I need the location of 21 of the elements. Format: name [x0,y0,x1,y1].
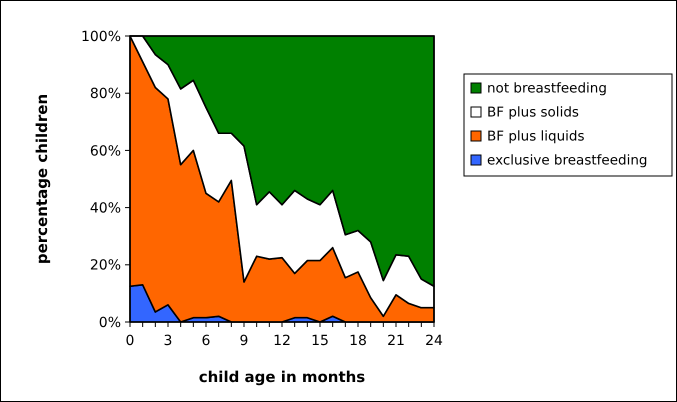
x-tick-label: 12 [273,333,291,349]
legend-label: BF plus solids [487,104,579,121]
x-axis-title: child age in months [198,368,366,386]
y-tick-label: 60% [90,143,121,160]
x-tick-label: 15 [311,333,329,349]
x-tick-label: 24 [425,333,443,349]
legend-label: not breastfeeding [487,80,607,97]
x-tick-label: 21 [387,333,405,349]
y-tick-label: 0% [98,314,121,331]
x-tick-label: 0 [126,333,134,349]
y-tick-label: 100% [80,28,121,45]
y-tick-label: 40% [90,200,121,216]
x-tick-label: 3 [164,333,172,349]
x-tick-label: 9 [240,333,248,349]
y-tick-label: 80% [90,86,121,102]
y-axis-title: percentage children [33,94,51,264]
x-tick-label: 6 [202,333,211,349]
x-tick-label: 18 [349,333,367,349]
legend-label: exclusive breastfeeding [487,152,648,169]
y-tick-label: 20% [90,258,121,274]
legend-label: BF plus liquids [487,128,584,145]
